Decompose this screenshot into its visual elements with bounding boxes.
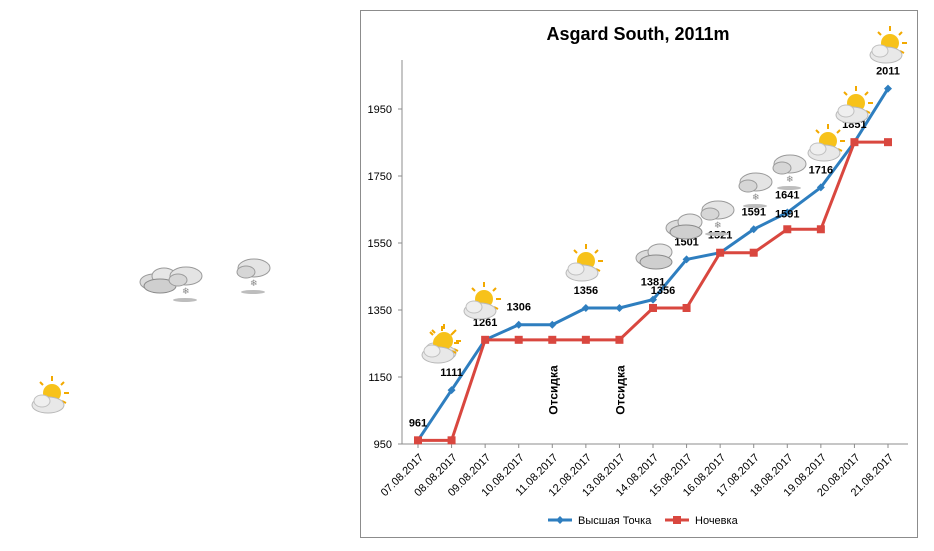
sun-cloud-icon bbox=[28, 374, 70, 421]
sun-cloud-icon bbox=[460, 280, 502, 327]
sun-cloud-icon bbox=[866, 24, 908, 71]
data-point-square bbox=[749, 248, 758, 257]
data-point-square bbox=[414, 436, 422, 445]
data-label: 1261 bbox=[473, 317, 497, 329]
data-label: 1591 bbox=[741, 206, 765, 218]
data-point-square bbox=[581, 335, 590, 344]
data-point-square bbox=[816, 225, 825, 234]
snow-cloud-icon: ❄ bbox=[696, 196, 738, 243]
data-point-square bbox=[783, 225, 792, 234]
y-tick-label: 1150 bbox=[368, 372, 392, 384]
y-tick-label: 950 bbox=[374, 439, 392, 451]
data-label: 1381 bbox=[641, 277, 665, 289]
sun-cloud-icon bbox=[418, 324, 460, 371]
y-tick-label: 1750 bbox=[368, 171, 392, 183]
y-tick-label: 1350 bbox=[368, 305, 392, 317]
snow-cloud-icon: ❄ bbox=[768, 150, 810, 197]
svg-text:❄: ❄ bbox=[786, 175, 794, 185]
data-point-diamond bbox=[581, 303, 590, 312]
svg-text:❄: ❄ bbox=[714, 221, 722, 231]
data-point-square bbox=[548, 335, 557, 344]
data-point-diamond bbox=[514, 320, 523, 329]
data-point-diamond bbox=[884, 84, 892, 93]
data-point-square bbox=[481, 335, 490, 344]
chart-frame bbox=[360, 10, 918, 538]
svg-text:❄: ❄ bbox=[182, 287, 190, 297]
legend-marker bbox=[673, 516, 681, 524]
data-point-diamond bbox=[447, 386, 456, 395]
data-label: 1716 bbox=[809, 164, 833, 176]
data-point-diamond bbox=[682, 255, 691, 264]
chart-title: Asgard South, 2011m bbox=[546, 24, 729, 44]
data-point-square bbox=[716, 248, 725, 257]
data-point-square bbox=[615, 335, 624, 344]
data-label: 1641 bbox=[775, 190, 799, 202]
annotation-label: Отсидка bbox=[546, 365, 560, 415]
cloudy-icon bbox=[634, 240, 676, 277]
legend-label-0: Высшая Точка bbox=[578, 515, 652, 527]
legend-label-1: Ночевка bbox=[695, 515, 739, 527]
data-label: 1501 bbox=[674, 236, 698, 248]
data-point-diamond bbox=[548, 320, 557, 329]
data-label: 1356 bbox=[651, 285, 675, 297]
data-point-diamond bbox=[816, 183, 825, 192]
data-point-square bbox=[682, 303, 691, 312]
snow-cloud-icon: ❄ bbox=[734, 168, 776, 215]
data-point-square bbox=[447, 436, 456, 445]
data-point-square bbox=[649, 303, 657, 312]
data-point-diamond bbox=[649, 295, 657, 304]
data-label: 1306 bbox=[506, 302, 530, 314]
data-label: 1356 bbox=[574, 285, 598, 297]
data-label: 961 bbox=[409, 417, 427, 429]
data-point-diamond bbox=[783, 208, 792, 217]
y-tick-label: 1550 bbox=[368, 238, 392, 250]
data-point-square bbox=[884, 138, 892, 147]
svg-text:❄: ❄ bbox=[250, 279, 258, 289]
data-label: 1111 bbox=[440, 367, 463, 379]
snow-cloud-icon: ❄ bbox=[232, 254, 274, 301]
snow-cloud-icon: ❄ bbox=[164, 262, 206, 309]
data-point-square bbox=[850, 138, 859, 147]
legend-marker bbox=[556, 516, 564, 524]
sun-cloud-icon bbox=[804, 122, 846, 169]
annotation-label: Отсидка bbox=[613, 365, 627, 415]
y-tick-label: 1950 bbox=[368, 104, 392, 116]
data-label: 1591 bbox=[775, 208, 799, 220]
sun-cloud-icon bbox=[562, 242, 604, 289]
data-point-diamond bbox=[615, 303, 624, 312]
sun-cloud-icon bbox=[832, 84, 874, 131]
cloudy-icon bbox=[664, 210, 706, 247]
svg-text:❄: ❄ bbox=[752, 193, 760, 203]
data-label: 2011 bbox=[876, 66, 900, 78]
data-point-diamond bbox=[749, 225, 758, 234]
data-point-square bbox=[514, 335, 523, 344]
